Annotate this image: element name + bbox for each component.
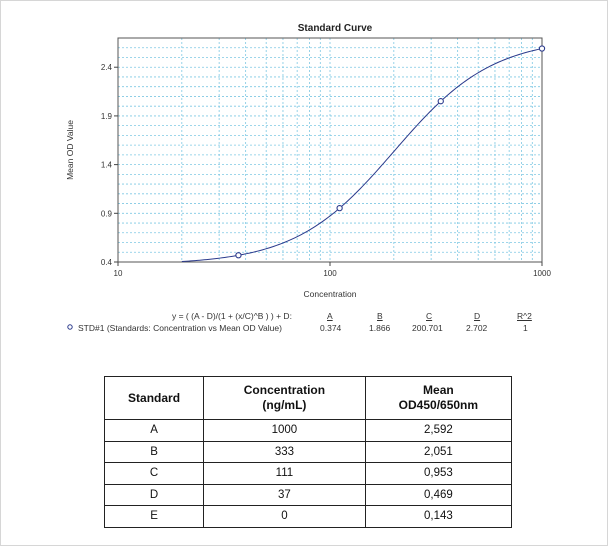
data-points [235, 45, 546, 259]
param-label-d: D [474, 311, 481, 321]
table-row: E 0 0,143 [103, 505, 513, 528]
param-label-b: B [377, 311, 383, 321]
table-row: B 333 2,051 [103, 440, 513, 463]
cell-mean-od: 0,143 [364, 505, 513, 528]
data-point [538, 45, 546, 52]
y-tick-label: 1.4 [101, 161, 113, 170]
param-value-d: 2.702 [466, 323, 488, 333]
y-tick-label: 0.4 [101, 258, 113, 267]
data-point [235, 252, 242, 259]
cell-standard: E [103, 505, 205, 528]
chart-title: Standard Curve [298, 23, 373, 34]
cell-concentration: 333 [203, 440, 366, 463]
series-name: STD#1 (Standards: Concentration vs Mean … [78, 323, 282, 333]
cell-mean-od: 2,051 [364, 440, 513, 463]
param-label-c: C [426, 311, 433, 321]
series-marker-icon [67, 324, 73, 330]
y-tick-label: 1.9 [101, 112, 113, 121]
cell-concentration: 37 [203, 483, 366, 506]
data-point [336, 204, 343, 212]
data-point [437, 98, 444, 105]
table-row: D 37 0,469 [103, 483, 513, 506]
header-standard: Standard [103, 376, 205, 420]
fit-curve [181, 48, 543, 263]
y-tick-label: 2.4 [101, 63, 113, 72]
cell-standard: D [103, 483, 205, 506]
table-row: C 111 0,953 [103, 462, 513, 485]
cell-concentration: 1000 [203, 419, 366, 442]
equation-formula: y = ( (A - D)/(1 + (x/C)^B ) ) + D: [172, 311, 292, 321]
standards-table: Standard Concentration (ng/mL) Mean OD450/… [103, 376, 513, 528]
x-tick-label: 1000 [533, 269, 551, 278]
cell-standard: B [103, 440, 205, 463]
param-label-r2: R^2 [517, 311, 532, 321]
x-tick-label: 100 [323, 269, 337, 278]
y-tick-label: 0.9 [101, 209, 113, 218]
y-axis-label: Mean OD Value [65, 120, 75, 180]
table-row: A 1000 2,592 [103, 419, 513, 442]
cell-standard: C [103, 462, 205, 485]
param-value-c: 200.701 [412, 323, 443, 333]
cell-concentration: 111 [203, 462, 366, 485]
x-tick-label: 10 [114, 269, 123, 278]
table-header-row: Standard Concentration (ng/mL) Mean OD450/… [103, 376, 513, 420]
grid-lines [118, 38, 542, 262]
axis-ticks: 0.4 0.9 1.4 1.9 2.4 10 100 1000 [101, 63, 552, 278]
param-value-b: 1.866 [369, 323, 391, 333]
header-concentration: Concentration (ng/mL) [203, 376, 366, 420]
cell-mean-od: 0,469 [364, 483, 513, 506]
cell-standard: A [103, 419, 205, 442]
standard-curve-chart: Standard Curve Concentration Mean OD Val… [65, 23, 552, 299]
x-axis-label: Concentration [304, 289, 357, 299]
cell-mean-od: 0,953 [364, 462, 513, 485]
header-mean-od: Mean OD450/650nm [364, 376, 513, 420]
param-label-a: A [327, 311, 333, 321]
param-value-a: 0.374 [320, 323, 342, 333]
cell-concentration: 0 [203, 505, 366, 528]
cell-mean-od: 2,592 [364, 419, 513, 442]
param-value-r2: 1 [523, 323, 528, 333]
